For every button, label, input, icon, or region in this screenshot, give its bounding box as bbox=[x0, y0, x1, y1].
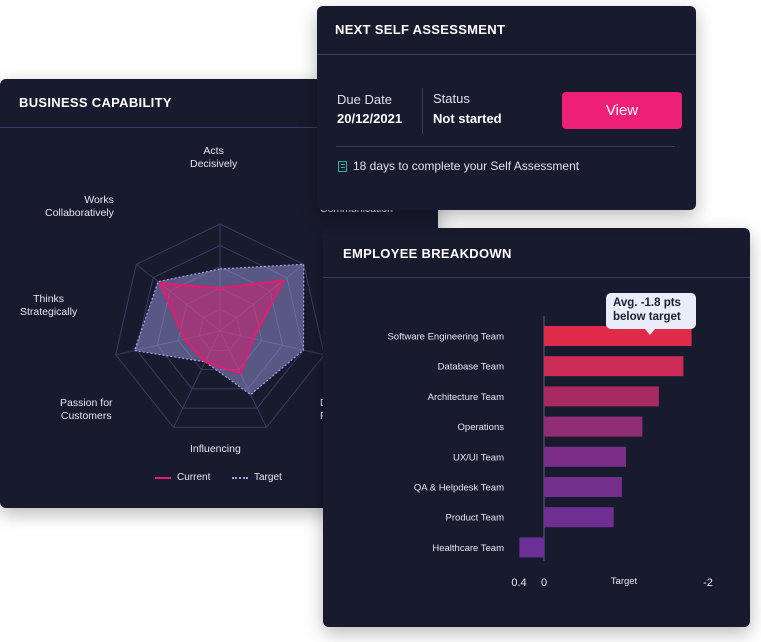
category-label: Database Team bbox=[438, 362, 504, 373]
document-icon bbox=[338, 160, 347, 172]
status-value: Not started bbox=[433, 111, 502, 126]
legend-target-label: Target bbox=[254, 472, 282, 483]
next-self-assessment-title: NEXT SELF ASSESSMENT bbox=[317, 6, 696, 55]
category-label: Product Team bbox=[446, 513, 505, 524]
tooltip-line-2: below target bbox=[613, 311, 681, 323]
due-date-label: Due Date bbox=[337, 92, 392, 107]
radar-spoke bbox=[219, 330, 267, 428]
average-tooltip: Avg. -1.8 pts below target bbox=[606, 293, 696, 335]
assessment-note-text: 18 days to complete your Self Assessment bbox=[353, 159, 580, 173]
radar-grid-ring bbox=[136, 244, 304, 409]
employee-breakdown-card: EMPLOYEE BREAKDOWN Software Engineering … bbox=[323, 228, 750, 627]
radar-grid-ring bbox=[177, 287, 263, 371]
axis-label-influencing: Influencing bbox=[190, 443, 241, 455]
radar-spoke bbox=[219, 263, 304, 332]
legend-current-label: Current bbox=[177, 472, 211, 483]
tooltip-line-1: Avg. -1.8 pts bbox=[613, 297, 681, 309]
radar-grid-ring bbox=[115, 223, 325, 428]
bar-architecture-team[interactable] bbox=[544, 386, 659, 407]
radar-spoke bbox=[136, 263, 221, 332]
section-divider bbox=[336, 146, 675, 147]
radar-series-current bbox=[158, 279, 286, 375]
radar-spoke bbox=[115, 330, 221, 356]
due-date-value: 20/12/2021 bbox=[337, 111, 403, 126]
next-self-assessment-card: NEXT SELF ASSESSMENT Due Date 20/12/2021… bbox=[317, 6, 696, 210]
axis-label-works-collaboratively: Works Collaboratively bbox=[45, 194, 114, 219]
legend-current: Current bbox=[155, 472, 210, 483]
category-label: Operations bbox=[458, 422, 505, 433]
tick-label: -2 bbox=[703, 577, 713, 589]
bar-ux-ui-team[interactable] bbox=[544, 446, 626, 467]
view-button[interactable]: View bbox=[562, 92, 682, 129]
radar-grid-ring bbox=[198, 309, 242, 351]
category-label: Architecture Team bbox=[428, 392, 504, 403]
assessment-note: 18 days to complete your Self Assessment bbox=[338, 159, 579, 173]
bar-database-team[interactable] bbox=[544, 356, 684, 377]
business-capability-title: BUSINESS CAPABILITY bbox=[0, 79, 438, 128]
bar-healthcare-team[interactable] bbox=[519, 537, 544, 558]
bar-software-engineering-team[interactable] bbox=[544, 326, 692, 346]
employee-breakdown-title: EMPLOYEE BREAKDOWN bbox=[323, 228, 750, 278]
bar-product-team[interactable] bbox=[544, 507, 614, 528]
legend-target-swatch bbox=[232, 476, 248, 479]
legend-target: Target bbox=[232, 472, 282, 483]
legend-current-swatch bbox=[155, 476, 171, 479]
radar-series-target bbox=[133, 263, 305, 396]
bar-qa-helpdesk-team[interactable] bbox=[544, 477, 622, 497]
category-label: Healthcare Team bbox=[432, 543, 504, 554]
axis-label-passion-for-customers: Passion for Customers bbox=[60, 397, 113, 422]
category-label: UX/UI Team bbox=[453, 452, 504, 463]
radar-chart bbox=[115, 223, 325, 428]
status-label: Status bbox=[433, 91, 470, 106]
tick-label: Target bbox=[611, 576, 638, 587]
bar-operations[interactable] bbox=[544, 416, 643, 437]
field-divider bbox=[422, 88, 423, 134]
employee-breakdown-chart: Software Engineering Team Database Team Ar… bbox=[387, 316, 713, 589]
axis-label-acts-decisively: Acts Decisively bbox=[190, 145, 238, 170]
tick-label: 0 bbox=[541, 577, 547, 589]
radar-spoke bbox=[173, 330, 221, 428]
axis-label-thinks-strategically: Thinks Strategically bbox=[20, 293, 78, 318]
category-label: QA & Helpdesk Team bbox=[414, 483, 504, 494]
radar-spoke bbox=[219, 330, 325, 356]
tick-label: 0.4 bbox=[511, 577, 526, 589]
category-label: Software Engineering Team bbox=[387, 332, 504, 343]
